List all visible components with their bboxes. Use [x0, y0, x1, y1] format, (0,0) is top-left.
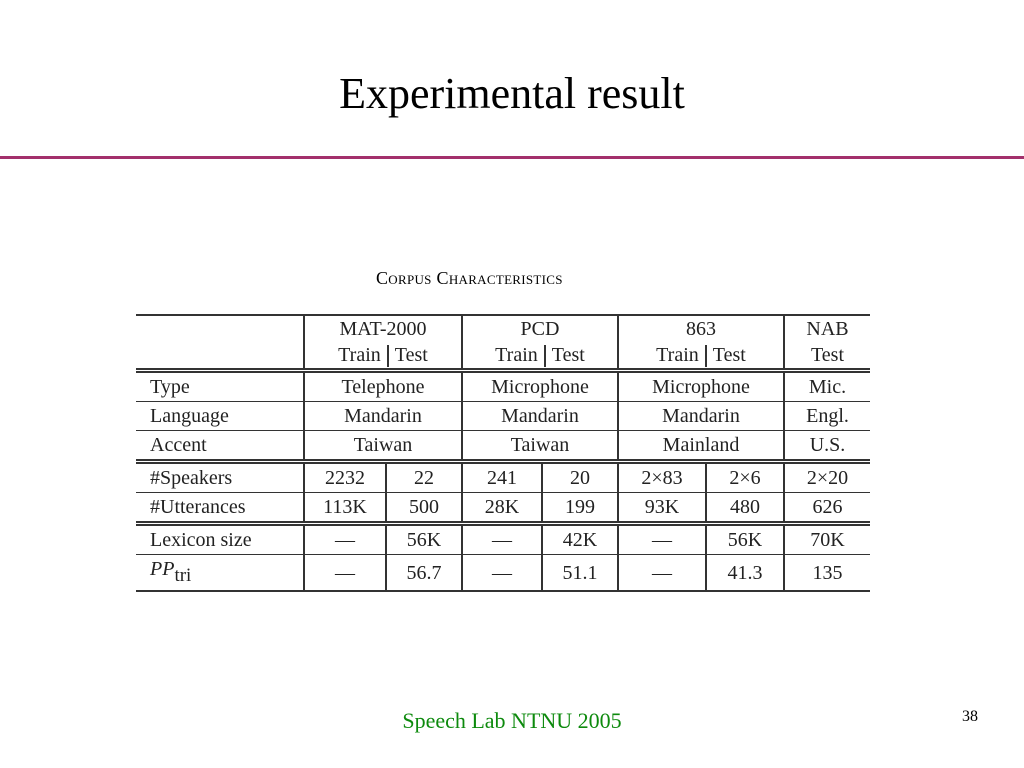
row-label: #Utterances	[136, 492, 305, 524]
table-cell: Mandarin	[304, 401, 463, 431]
table-cell: 93K	[618, 492, 707, 524]
table-row-lexicon-size: Lexicon size — 56K — 42K — 56K 70K	[136, 521, 870, 555]
table-cell: 626	[784, 492, 870, 524]
test-label: Test	[394, 344, 428, 366]
table-cell: U.S.	[784, 430, 870, 462]
table-cell: 56K	[386, 521, 463, 555]
table-cell: 500	[386, 492, 463, 524]
test-label: Test	[551, 344, 585, 366]
row-label: Language	[136, 401, 305, 431]
table-cell: 2×20	[784, 459, 870, 493]
split-divider	[543, 345, 546, 368]
header-empty-cell	[136, 342, 305, 371]
table-cell: 41.3	[706, 554, 785, 592]
table-cell: 56K	[706, 521, 785, 555]
table-cell: 42K	[542, 521, 619, 555]
table-cell: Engl.	[784, 401, 870, 431]
table-cell: Taiwan	[304, 430, 463, 462]
table-cell: Taiwan	[462, 430, 619, 462]
split-header-nab: Test	[810, 344, 845, 366]
split-divider	[704, 345, 707, 368]
corpus-header-863: 863	[618, 314, 785, 342]
table-cell: 2×83	[618, 459, 707, 493]
split-divider	[386, 345, 389, 368]
table-row-language: Language Mandarin Mandarin Mandarin Engl…	[136, 401, 870, 431]
row-label: Lexicon size	[136, 521, 305, 555]
split-header-mat2000: Train Test	[304, 342, 463, 371]
test-label: Test	[712, 344, 746, 366]
table-cell: 241	[462, 459, 543, 493]
table-row-utterances: #Utterances 113K 500 28K 199 93K 480 626	[136, 492, 870, 524]
corpus-header-row: MAT-2000 PCD 863 NAB	[136, 314, 870, 342]
table-cell: Mainland	[618, 430, 785, 462]
table-cell: 56.7	[386, 554, 463, 592]
row-label: Type	[136, 368, 305, 402]
table-cell: 70K	[784, 521, 870, 555]
table-row-perplexity: PPtri — 56.7 — 51.1 — 41.3 135	[136, 554, 870, 592]
table-cell: Mandarin	[618, 401, 785, 431]
table-cell: Microphone	[462, 368, 619, 402]
corpus-header-mat2000: MAT-2000	[304, 314, 463, 342]
slide-title: Experimental result	[339, 69, 685, 118]
table-cell: —	[304, 554, 387, 592]
train-label: Train	[338, 344, 381, 366]
table-cell: 480	[706, 492, 785, 524]
row-label: #Speakers	[136, 459, 305, 493]
table-cell: Mandarin	[462, 401, 619, 431]
train-label: Train	[656, 344, 699, 366]
table-cell: —	[618, 554, 707, 592]
table-cell: —	[304, 521, 387, 555]
table-row-type: Type Telephone Microphone Microphone Mic…	[136, 368, 870, 402]
table-cell: 28K	[462, 492, 543, 524]
table-cell: —	[618, 521, 707, 555]
split-header-863: Train Test	[618, 342, 785, 371]
split-header-row: Train Test Train Test Train Test Test	[136, 342, 870, 371]
header-empty-cell	[136, 314, 305, 342]
table-cell: Microphone	[618, 368, 785, 402]
row-label-subscript: tri	[174, 565, 192, 586]
table-cell: Mic.	[784, 368, 870, 402]
row-label: PPtri	[136, 554, 305, 592]
table-cell: —	[462, 554, 543, 592]
table-cell: 20	[542, 459, 619, 493]
table-cell: 2232	[304, 459, 387, 493]
table-row-accent: Accent Taiwan Taiwan Mainland U.S.	[136, 430, 870, 462]
table-row-speakers: #Speakers 2232 22 241 20 2×83 2×6 2×20	[136, 459, 870, 493]
corpus-header-pcd: PCD	[462, 314, 619, 342]
page-number: 38	[962, 708, 978, 725]
table-cell: —	[462, 521, 543, 555]
corpus-header-nab: NAB	[784, 314, 870, 342]
row-label-main: PP	[150, 558, 175, 580]
footer-text: Speech Lab NTNU 2005	[402, 708, 622, 733]
table-cell: Telephone	[304, 368, 463, 402]
row-label: Accent	[136, 430, 305, 462]
title-divider	[0, 156, 1024, 159]
split-header-pcd: Train Test	[462, 342, 619, 371]
table-cell: 199	[542, 492, 619, 524]
table-cell: 22	[386, 459, 463, 493]
train-label: Train	[495, 344, 538, 366]
table-caption: Corpus Characteristics	[376, 268, 563, 288]
table-cell: 135	[784, 554, 870, 592]
table-cell: 113K	[304, 492, 387, 524]
table-cell: 2×6	[706, 459, 785, 493]
table-cell: 51.1	[542, 554, 619, 592]
corpus-characteristics-table: MAT-2000 PCD 863 NAB Train Test Train Test…	[136, 314, 870, 592]
